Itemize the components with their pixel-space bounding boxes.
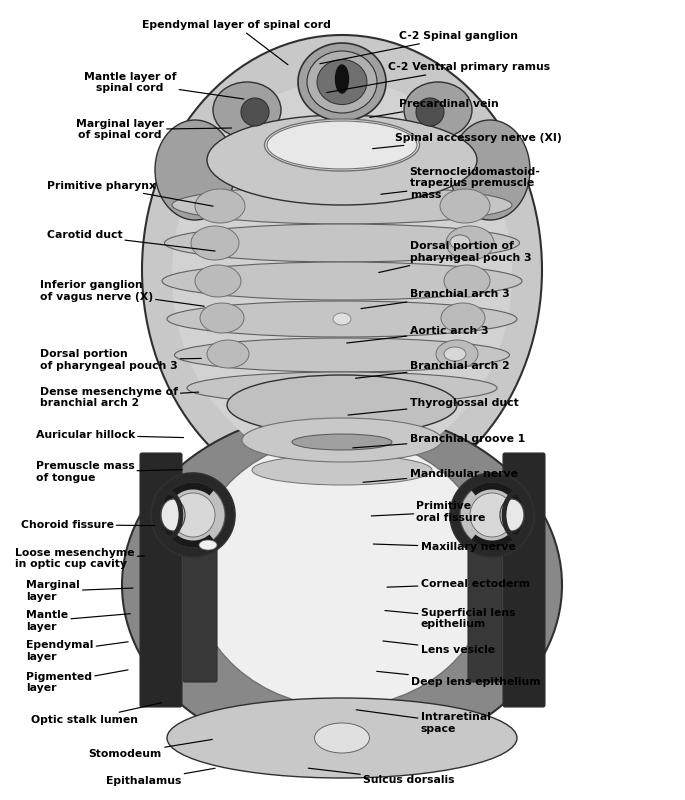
Text: Choroid fissure: Choroid fissure [21,520,155,530]
Ellipse shape [267,121,417,169]
Ellipse shape [167,698,517,778]
Text: Ependymal
layer: Ependymal layer [26,640,128,662]
Text: Dorsal portion
of pharyngeal pouch 3: Dorsal portion of pharyngeal pouch 3 [40,349,201,370]
Ellipse shape [213,82,281,138]
FancyBboxPatch shape [503,453,545,707]
Circle shape [416,98,444,126]
FancyBboxPatch shape [140,453,182,707]
Circle shape [161,483,225,547]
Ellipse shape [436,340,478,368]
Ellipse shape [264,119,419,171]
Text: Superficial lens
epithelium: Superficial lens epithelium [385,608,515,629]
Text: Precardinal vein: Precardinal vein [370,99,499,118]
Text: Mantle
layer: Mantle layer [26,610,130,632]
Circle shape [151,473,235,557]
Text: Primitive pharynx: Primitive pharynx [47,181,213,206]
Text: Inferior ganglion
of vagus nerve (X): Inferior ganglion of vagus nerve (X) [40,280,204,306]
Text: Lens vesicle: Lens vesicle [383,641,495,654]
Ellipse shape [192,437,492,707]
Text: Thyroglossal duct: Thyroglossal duct [348,398,519,415]
Ellipse shape [441,303,485,333]
Ellipse shape [122,410,562,760]
Text: Optic stalk lumen: Optic stalk lumen [31,702,162,725]
Ellipse shape [307,51,377,113]
Ellipse shape [227,375,457,435]
Ellipse shape [404,82,472,138]
Ellipse shape [175,338,510,372]
Ellipse shape [314,723,369,753]
Ellipse shape [207,340,249,368]
Ellipse shape [444,265,490,297]
FancyBboxPatch shape [468,538,502,682]
Text: Branchial arch 3: Branchial arch 3 [361,290,510,309]
Ellipse shape [317,59,367,105]
Circle shape [460,483,524,547]
Ellipse shape [242,418,442,462]
Ellipse shape [172,80,512,470]
Ellipse shape [200,303,244,333]
Text: Primitive
oral fissure: Primitive oral fissure [371,501,486,523]
Text: Loose mesenchyme
in optic cup cavity: Loose mesenchyme in optic cup cavity [15,547,145,570]
Circle shape [450,473,534,557]
Text: Stomodeum: Stomodeum [89,739,212,758]
Ellipse shape [142,35,542,505]
Text: Epithalamus: Epithalamus [106,768,215,786]
Ellipse shape [155,120,235,220]
Ellipse shape [440,189,490,223]
Ellipse shape [162,262,522,300]
Text: Aortic arch 3: Aortic arch 3 [347,326,488,343]
Text: Marginal layer
of spinal cord: Marginal layer of spinal cord [76,119,232,141]
Ellipse shape [446,226,494,260]
Text: Sulcus dorsalis: Sulcus dorsalis [308,768,455,785]
Text: Pigmented
layer: Pigmented layer [26,670,128,693]
Ellipse shape [167,301,517,337]
Ellipse shape [207,115,477,205]
Ellipse shape [164,224,519,262]
FancyBboxPatch shape [183,538,217,682]
Text: Dense mesenchyme of
branchial arch 2: Dense mesenchyme of branchial arch 2 [40,387,199,408]
Text: Sternocleidomastoid-
trapezius premuscle
mass: Sternocleidomastoid- trapezius premuscle… [381,166,540,200]
Text: Maxillary nerve: Maxillary nerve [373,542,515,552]
Text: C-2 Spinal ganglion: C-2 Spinal ganglion [320,31,518,64]
Circle shape [241,98,269,126]
Text: Carotid duct: Carotid duct [47,230,215,251]
Ellipse shape [187,372,497,404]
Ellipse shape [191,226,239,260]
Ellipse shape [500,499,524,531]
Text: Corneal ectoderm: Corneal ectoderm [387,579,530,589]
Ellipse shape [172,186,512,224]
Text: C-2 Ventral primary ramus: C-2 Ventral primary ramus [327,62,551,93]
Text: Marginal
layer: Marginal layer [26,581,133,602]
Ellipse shape [450,120,530,220]
Text: Premuscle mass
of tongue: Premuscle mass of tongue [36,461,182,482]
Text: Mandibular nerve: Mandibular nerve [363,469,518,482]
Ellipse shape [199,540,217,550]
Ellipse shape [450,235,470,249]
Text: Mantle layer of
spinal cord: Mantle layer of spinal cord [84,72,244,99]
Text: Ependymal layer of spinal cord: Ependymal layer of spinal cord [142,20,331,65]
Ellipse shape [444,347,466,361]
Ellipse shape [298,43,386,121]
Ellipse shape [195,189,245,223]
Ellipse shape [252,455,432,485]
Ellipse shape [292,434,392,450]
Circle shape [470,493,514,537]
Text: Intraretinal
space: Intraretinal space [356,710,490,734]
Text: Dorsal portion of
pharyngeal pouch 3: Dorsal portion of pharyngeal pouch 3 [379,242,532,273]
Ellipse shape [161,499,185,531]
Text: Deep lens epithelium: Deep lens epithelium [377,671,540,686]
Text: Branchial groove 1: Branchial groove 1 [353,434,525,448]
Ellipse shape [195,265,241,297]
Text: Spinal accessory nerve (XI): Spinal accessory nerve (XI) [373,133,561,149]
Ellipse shape [336,65,349,93]
Circle shape [171,493,215,537]
Ellipse shape [333,313,351,325]
Text: Auricular hillock: Auricular hillock [36,430,184,440]
Text: Branchial arch 2: Branchial arch 2 [356,362,510,378]
